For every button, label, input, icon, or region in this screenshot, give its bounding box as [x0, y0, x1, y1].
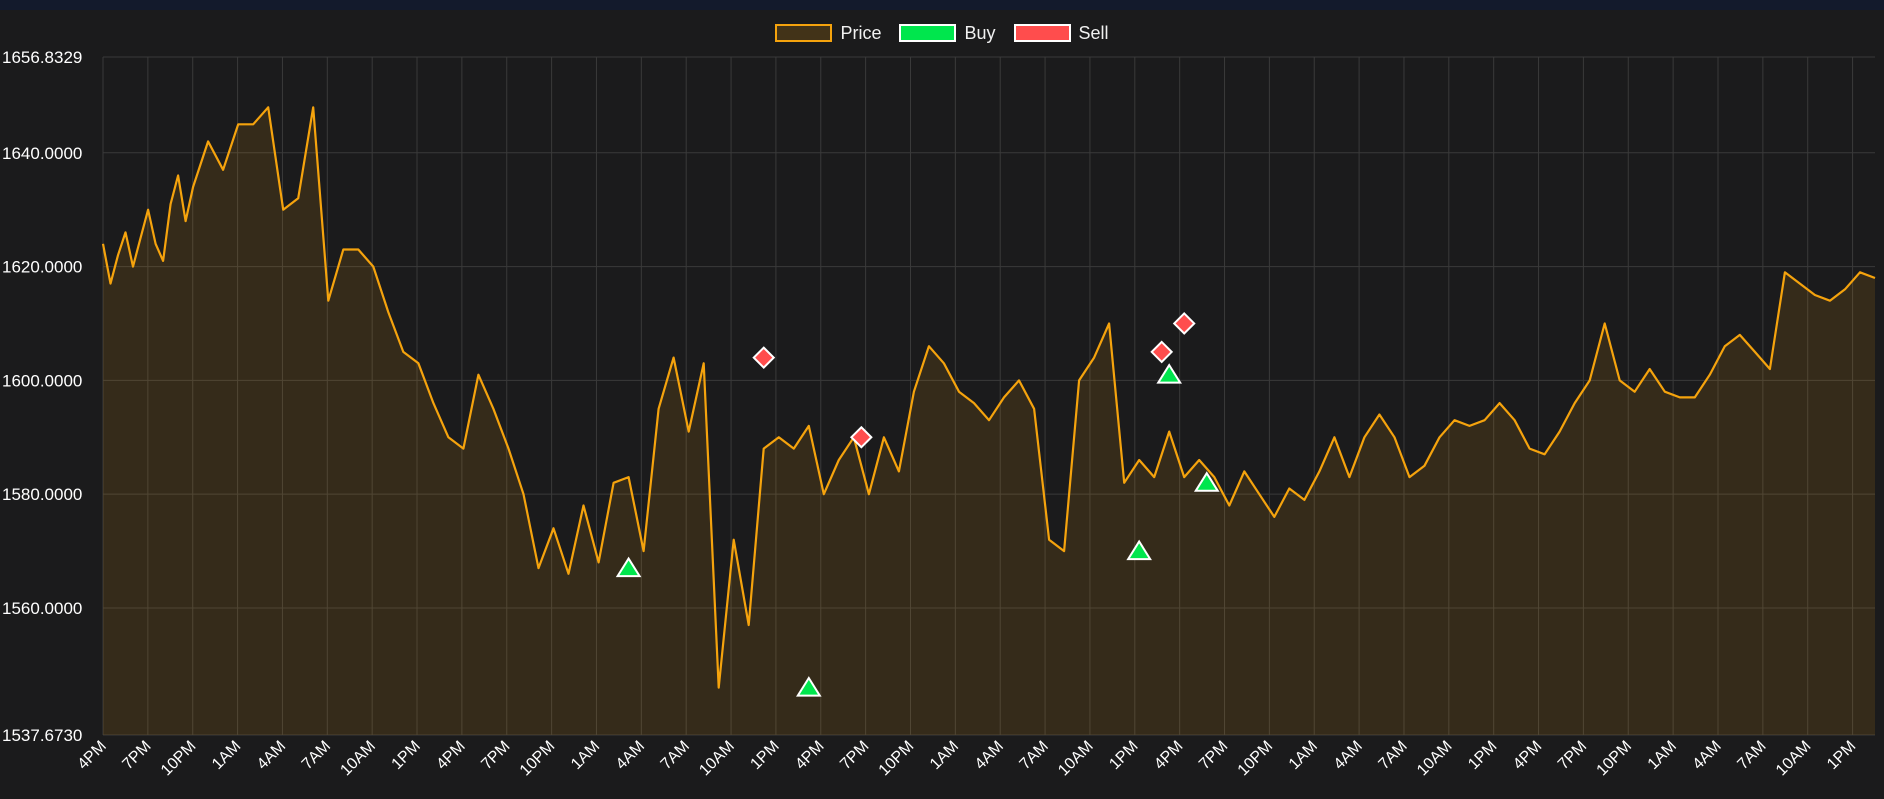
x-tick-label: 10PM — [1594, 738, 1636, 780]
chart-legend: Price Buy Sell — [0, 19, 1884, 47]
top-bar — [0, 0, 1884, 10]
x-tick-label: 10PM — [876, 738, 918, 780]
buy-marker — [1126, 539, 1152, 561]
x-tick-label: 1AM — [568, 738, 603, 773]
x-tick-label: 4PM — [792, 738, 827, 773]
legend-label-buy: Buy — [964, 22, 996, 43]
sell-marker — [752, 346, 776, 370]
x-tick-label: 10AM — [1055, 738, 1097, 780]
x-tick-label: 4AM — [613, 738, 648, 773]
x-tick-label: 10AM — [337, 738, 379, 780]
x-tick-label: 1PM — [1824, 738, 1859, 773]
x-tick-label: 4PM — [433, 738, 468, 773]
x-tick-label: 4AM — [972, 738, 1007, 773]
x-tick-label: 1PM — [747, 738, 782, 773]
y-tick-label: 1580.0000 — [2, 485, 82, 504]
x-tick-label: 7PM — [1196, 738, 1231, 773]
x-tick-label: 7AM — [1017, 738, 1052, 773]
sell-marker — [1150, 340, 1174, 364]
buy-marker — [1193, 471, 1220, 492]
x-tick-label: 7PM — [478, 738, 513, 773]
legend-label-sell: Sell — [1078, 22, 1109, 43]
x-tick-label: 7AM — [299, 738, 334, 773]
sell-marker — [1172, 312, 1196, 335]
sell-marker — [849, 425, 873, 449]
x-tick-label: 7AM — [1376, 738, 1411, 773]
legend-swatch-buy — [899, 24, 957, 42]
x-tick-label: 1AM — [927, 738, 962, 773]
x-tick-label: 10AM — [696, 738, 738, 780]
buy-marker — [795, 676, 822, 697]
x-tick-label: 7PM — [837, 738, 872, 773]
x-tick-label: 10PM — [158, 738, 200, 780]
y-tick-label: 1600.0000 — [2, 371, 82, 390]
y-tick-label: 1620.0000 — [2, 258, 82, 277]
x-tick-label: 7PM — [119, 738, 154, 773]
y-tick-label: 1656.8329 — [2, 48, 82, 67]
x-tick-label: 1PM — [1465, 738, 1500, 773]
x-tick-label: 4PM — [1151, 738, 1186, 773]
x-tick-label: 7AM — [658, 738, 693, 773]
x-tick-label: 1PM — [389, 738, 424, 773]
x-tick-label: 4PM — [1510, 738, 1545, 773]
buy-marker — [1156, 363, 1183, 384]
x-tick-label: 10AM — [1414, 738, 1456, 780]
legend-item-buy[interactable]: Buy — [899, 22, 996, 44]
y-tick-label: 1640.0000 — [2, 144, 82, 163]
legend-swatch-sell — [1013, 24, 1071, 42]
x-tick-label: 7PM — [1555, 738, 1590, 773]
x-tick-label: 1PM — [1106, 738, 1141, 773]
legend-label-price: Price — [840, 22, 882, 43]
x-tick-label: 1AM — [1286, 738, 1321, 773]
x-tick-label: 1AM — [1645, 738, 1680, 773]
y-tick-label: 1560.0000 — [2, 599, 82, 618]
x-tick-label: 4AM — [1331, 738, 1366, 773]
x-tick-label: 4AM — [1690, 738, 1725, 773]
x-tick-label: 10PM — [1235, 738, 1277, 780]
x-tick-label: 4AM — [254, 738, 289, 773]
legend-item-sell[interactable]: Sell — [1013, 22, 1109, 44]
y-tick-label: 1537.6730 — [2, 726, 82, 745]
x-tick-label: 10PM — [517, 738, 559, 780]
legend-item-price[interactable]: Price — [775, 23, 881, 44]
x-tick-label: 7AM — [1734, 738, 1769, 773]
legend-swatch-price — [775, 24, 833, 42]
x-tick-label: 10AM — [1773, 738, 1815, 780]
price-line — [101, 106, 1876, 689]
buy-marker — [615, 556, 642, 578]
x-tick-label: 1AM — [209, 738, 244, 773]
